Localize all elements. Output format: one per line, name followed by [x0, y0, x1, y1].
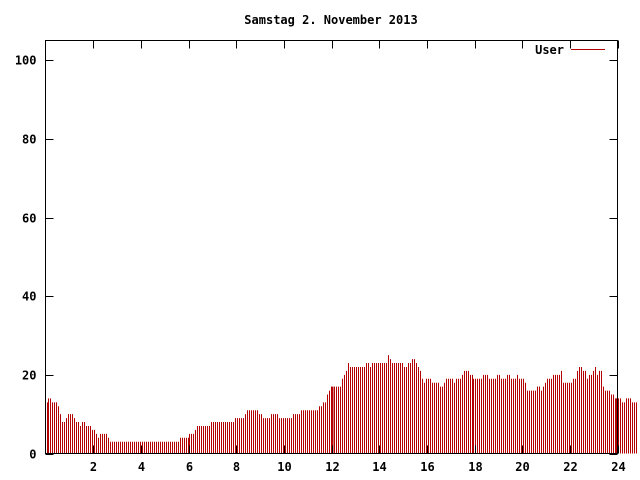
- bar-series-user: [47, 355, 637, 454]
- y-tick-label: 40: [22, 290, 36, 304]
- x-tick-label: 22: [563, 460, 577, 474]
- x-tick-label: 20: [515, 460, 529, 474]
- chart-title: Samstag 2. November 2013: [244, 13, 417, 27]
- y-axis: 0 20 40 60 80 100: [15, 54, 618, 462]
- y-tick-label: 80: [22, 133, 36, 147]
- x-tick-label: 10: [277, 460, 291, 474]
- y-tick-label: 100: [15, 54, 37, 68]
- y-tick-label: 60: [22, 212, 36, 226]
- x-tick-label: 2: [90, 460, 97, 474]
- y-tick-label: 20: [22, 369, 36, 383]
- x-tick-label: 24: [611, 460, 625, 474]
- x-tick-label: 14: [372, 460, 386, 474]
- x-tick-label: 6: [186, 460, 193, 474]
- x-axis: 2 4 6 8 10 12 14 16 18 20 22 24: [90, 40, 626, 474]
- x-tick-label: 18: [468, 460, 482, 474]
- plot-frame: [45, 40, 618, 454]
- legend-label-user: User: [535, 43, 564, 57]
- x-tick-label: 4: [138, 460, 145, 474]
- y-tick-label: 0: [29, 448, 36, 462]
- x-tick-label: 12: [325, 460, 339, 474]
- x-tick-label: 8: [233, 460, 240, 474]
- legend: User: [535, 43, 605, 57]
- x-tick-label: 16: [420, 460, 434, 474]
